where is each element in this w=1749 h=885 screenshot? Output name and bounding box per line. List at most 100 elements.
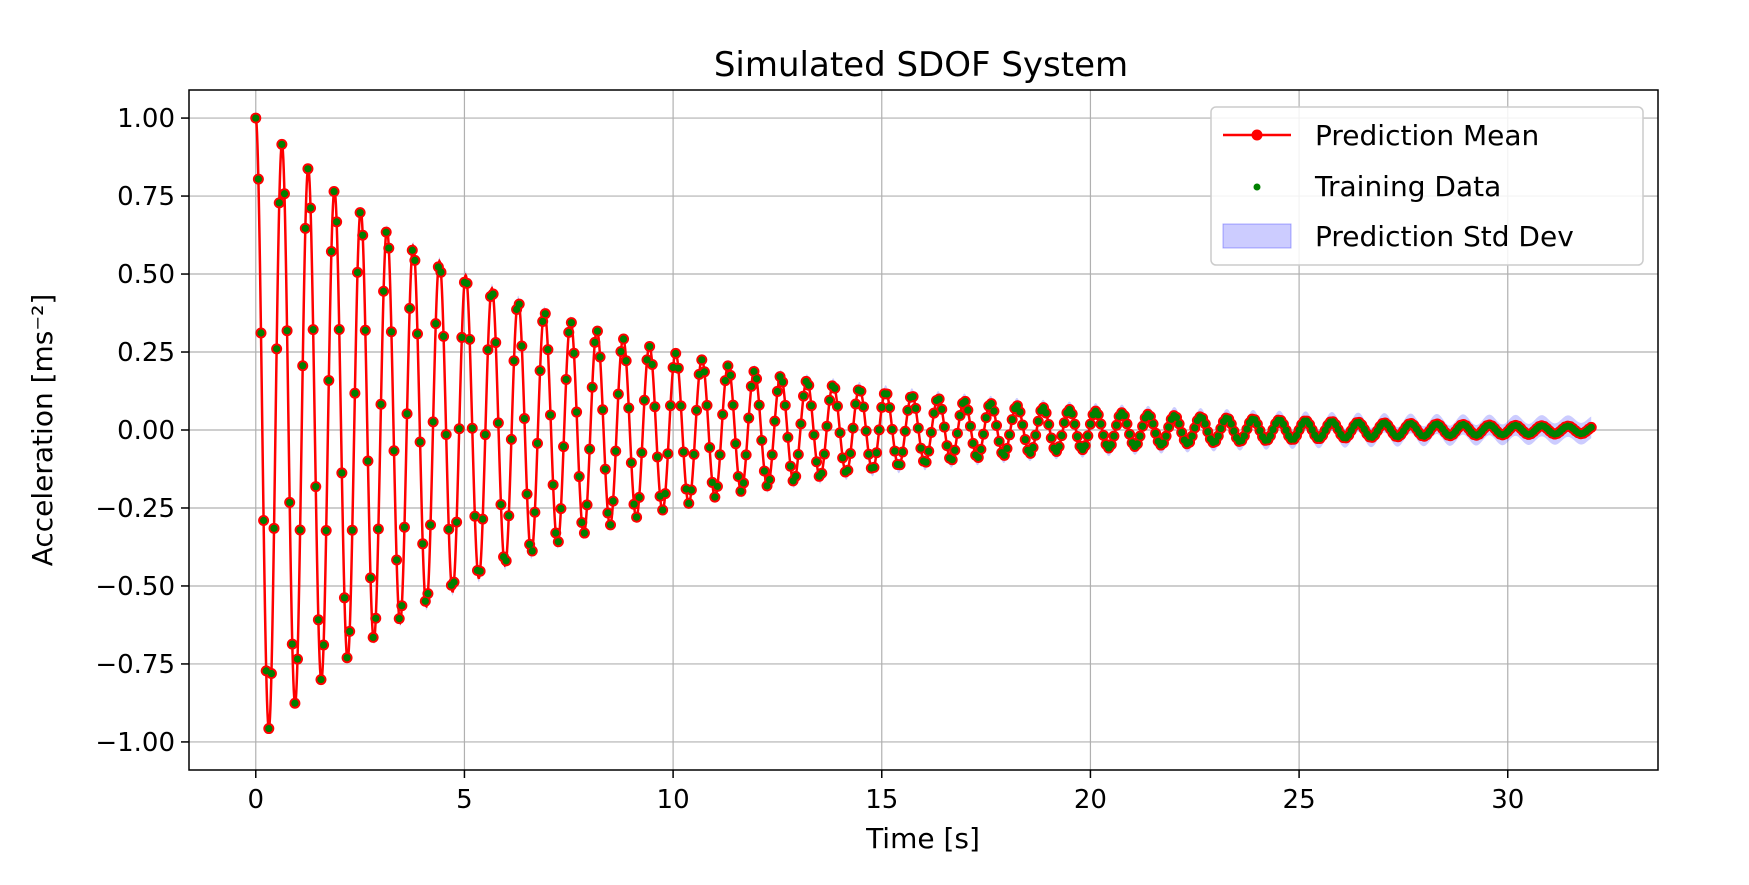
training-data-point-323 [1094,411,1102,419]
training-data-point-288 [1003,444,1011,453]
training-data-point-404 [1305,420,1314,429]
training-data-point-182 [726,371,735,379]
training-data-point-60 [408,246,416,254]
training-data-point-169 [692,406,701,414]
y-tick-label-0: 1.00 [117,104,175,134]
training-data-point-19 [301,224,309,232]
training-data-point-338 [1133,440,1141,448]
training-data-point-268 [951,446,959,454]
training-data-point-110 [539,317,547,326]
training-data-point-350 [1165,423,1173,431]
training-data-point-103 [520,414,529,423]
training-data-point-22 [309,326,317,334]
training-data-point-147 [635,493,643,501]
training-data-point-109 [536,367,544,375]
training-data-point-358 [1185,438,1194,446]
training-data-point-270 [956,411,964,420]
training-data-point-15 [291,699,299,707]
legend: Prediction Mean Training Data Prediction… [1210,106,1644,266]
training-data-point-156 [659,506,667,514]
training-data-point-176 [711,493,719,501]
training-data-point-140 [617,347,625,356]
training-data-points [252,114,1595,733]
training-data-point-48 [377,400,385,408]
training-data-point-1 [254,175,262,183]
training-data-point-198 [768,451,776,459]
training-data-point-400 [1295,426,1303,434]
training-data-point-151 [646,342,654,351]
training-data-point-186 [737,487,745,495]
training-data-point-24 [314,616,322,624]
training-data-point-108 [533,439,542,447]
training-data-point-97 [505,512,513,520]
training-data-point-131 [593,327,602,335]
training-data-point-335 [1125,430,1134,438]
training-data-point-303 [1042,409,1050,417]
training-data-point-47 [374,525,382,533]
training-data-point-290 [1008,415,1016,424]
training-data-point-280 [982,414,990,422]
training-data-point-318 [1081,442,1089,450]
training-data-point-269 [953,429,962,437]
y-tick-label-8: −1.00 [95,728,175,758]
training-data-point-45 [369,633,377,642]
training-data-point-363 [1198,414,1207,422]
training-data-point-285 [995,437,1003,445]
training-data-point-128 [586,445,594,453]
training-data-point-229 [849,424,857,432]
training-data-point-84 [471,512,479,520]
training-data-point-375 [1230,427,1238,435]
training-data-point-23 [312,483,320,491]
training-data-point-209 [797,420,805,428]
training-data-point-207 [792,472,800,480]
training-data-point-299 [1032,431,1040,439]
training-data-point-334 [1123,420,1131,428]
training-data-point-107 [531,508,539,516]
training-data-point-218 [820,450,828,458]
training-data-point-148 [638,449,646,457]
training-data-point-130 [591,338,599,346]
training-data-point-154 [653,453,662,461]
training-data-point-68 [429,418,437,426]
training-data-point-385 [1256,427,1264,435]
training-data-point-3 [260,516,268,525]
training-data-point-314 [1071,420,1079,428]
y-tick-label-3: 0.25 [117,338,175,368]
training-data-point-20 [304,165,312,173]
training-data-point-174 [706,443,714,452]
training-data-point-309 [1058,432,1066,440]
x-tick-label-6: 30 [1491,785,1524,815]
training-data-point-88 [481,430,489,439]
training-data-point-171 [698,356,706,364]
training-data-point-146 [632,513,641,521]
training-data-point-16 [293,655,302,663]
training-data-point-52 [387,328,395,336]
training-data-point-74 [445,525,453,533]
training-data-point-35 [343,654,351,662]
training-data-point-379 [1240,432,1248,440]
training-data-point-63 [416,438,424,446]
training-data-point-200 [773,387,782,396]
training-data-point-284 [992,421,1001,430]
training-data-point-67 [426,521,435,529]
training-data-point-230 [852,400,860,408]
training-data-point-267 [948,456,956,464]
training-data-point-163 [677,402,685,410]
training-data-point-69 [432,320,440,328]
training-data-point-129 [588,383,596,391]
y-tick-label-2: 0.50 [117,260,175,290]
training-data-point-72 [439,332,448,341]
y-tick-label-1: 0.75 [117,182,175,212]
training-data-point-6 [267,669,276,678]
training-data-point-355 [1178,428,1186,437]
training-data-point-196 [763,482,771,490]
training-data-point-260 [930,409,938,417]
training-data-point-149 [640,396,649,404]
training-data-point-159 [666,402,675,410]
training-data-point-208 [794,450,802,459]
training-data-point-29 [327,247,336,256]
x-tick-label-5: 25 [1283,785,1316,815]
training-data-point-132 [596,353,604,361]
training-data-point-13 [286,498,294,507]
